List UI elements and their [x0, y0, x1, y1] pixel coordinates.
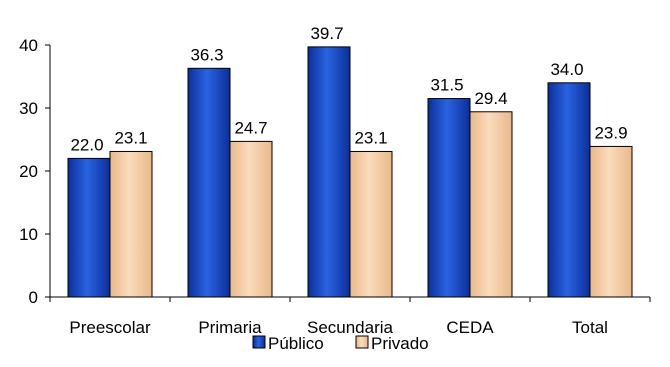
legend-label: Público: [268, 334, 324, 353]
legend-swatch: [355, 335, 369, 349]
data-label: 23.9: [594, 123, 627, 142]
x-tick-label: Secundaria: [307, 318, 394, 337]
bar-privado: [589, 145, 633, 298]
x-tick-label: CEDA: [446, 318, 494, 337]
y-tick-label: 30: [19, 99, 38, 118]
x-tick-label: Total: [572, 318, 608, 337]
bar-privado: [349, 150, 393, 298]
bar-publico: [427, 98, 471, 298]
x-tick-label: Preescolar: [69, 318, 151, 337]
data-label: 31.5: [430, 76, 463, 95]
data-label: 34.0: [550, 60, 583, 79]
bar-publico: [67, 157, 111, 298]
bar-privado: [109, 150, 153, 298]
x-tick-label: Primaria: [198, 318, 262, 337]
bar-publico: [307, 46, 351, 298]
legend-label: Privado: [371, 334, 429, 353]
y-tick-label: 0: [29, 288, 38, 307]
bar-privado: [229, 140, 273, 298]
y-tick-label: 40: [19, 36, 38, 55]
bar-publico: [187, 67, 231, 298]
y-tick-label: 10: [19, 225, 38, 244]
data-label: 22.0: [70, 135, 103, 154]
data-label: 29.4: [474, 89, 507, 108]
data-label: 24.7: [234, 118, 267, 137]
data-label: 23.1: [114, 128, 147, 147]
data-labels: 22.0 23.1 36.3 24.7 39.7 23.1 31.5 29.4 34.0 23.9: [70, 24, 627, 155]
bar-privado: [469, 111, 513, 298]
legend-swatch: [252, 335, 266, 349]
axes: 0 10 20 30 40 Preescolar Primaria Secundaria CED…: [19, 36, 651, 337]
y-tick-label: 20: [19, 162, 38, 181]
data-label: 23.1: [354, 128, 387, 147]
data-label: 39.7: [310, 24, 343, 43]
data-label: 36.3: [190, 45, 223, 64]
bar-publico: [547, 82, 591, 298]
bars: [67, 46, 633, 298]
legend: Público Privado: [252, 334, 429, 353]
